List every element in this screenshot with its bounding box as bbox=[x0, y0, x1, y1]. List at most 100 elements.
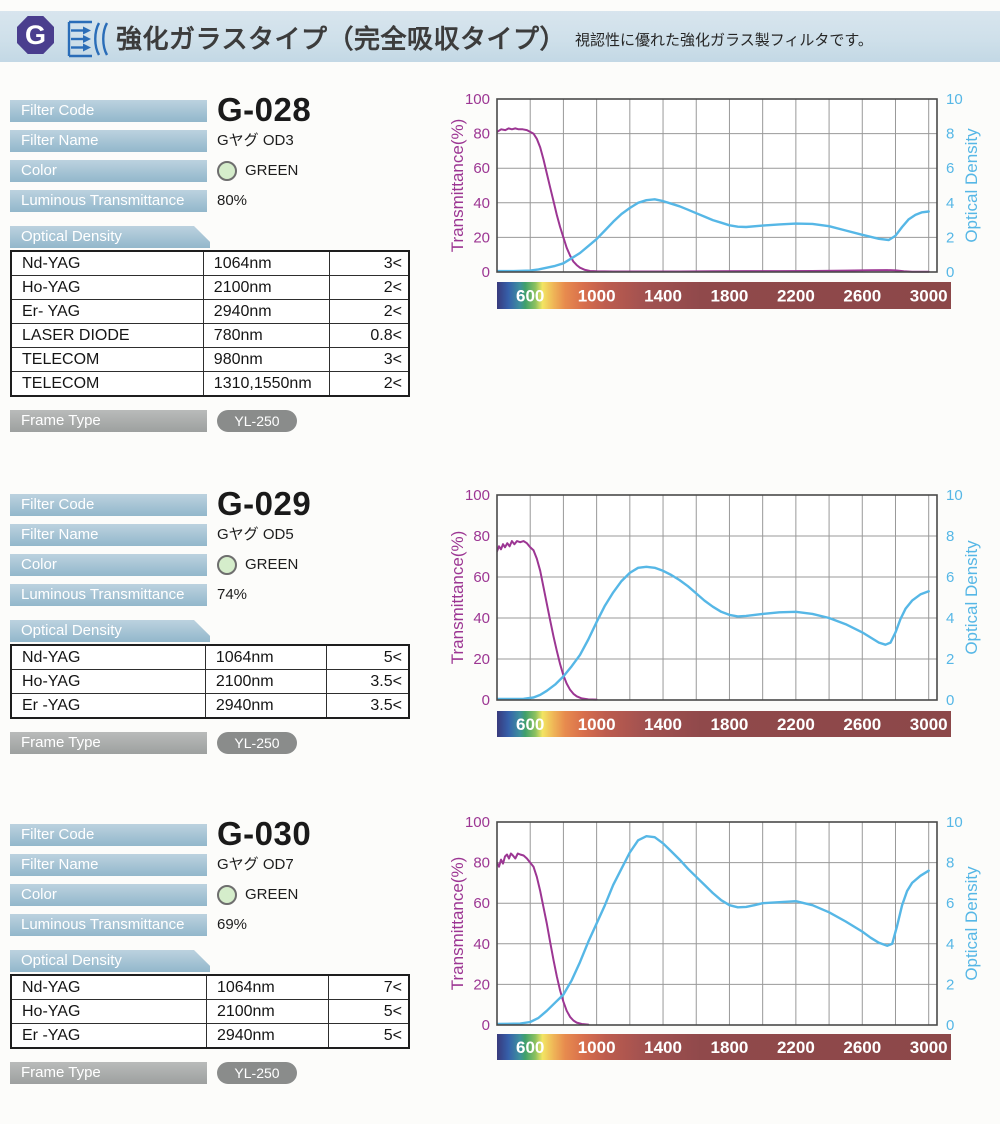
od-laser-cell: Er -YAG bbox=[10, 693, 206, 719]
filter-name-label: Filter Name bbox=[10, 524, 207, 546]
svg-text:2200: 2200 bbox=[777, 715, 815, 734]
svg-text:8: 8 bbox=[946, 126, 954, 143]
filter-code-value: G-028 bbox=[217, 91, 312, 128]
od-table-row: Er -YAG 2940nm 5< bbox=[10, 1023, 410, 1049]
svg-text:2: 2 bbox=[946, 976, 954, 993]
filter-code-label: Filter Code bbox=[10, 824, 207, 846]
od-wavelength-cell: 2100nm bbox=[202, 275, 330, 300]
od-table-row: Ho-YAG 2100nm 3.5< bbox=[10, 669, 410, 694]
optical-density-header: Optical Density bbox=[10, 226, 210, 248]
filter-code-value: G-029 bbox=[217, 485, 312, 522]
luminous-transmittance-label: Luminous Transmittance bbox=[10, 190, 207, 212]
od-wavelength-cell: 2100nm bbox=[204, 669, 328, 694]
svg-text:1400: 1400 bbox=[644, 715, 682, 734]
svg-text:20: 20 bbox=[473, 651, 490, 668]
od-wavelength-cell: 780nm bbox=[202, 323, 330, 348]
svg-text:1000: 1000 bbox=[578, 1038, 616, 1057]
svg-text:80: 80 bbox=[473, 126, 490, 143]
svg-text:Optical Density: Optical Density bbox=[962, 866, 981, 981]
svg-text:6: 6 bbox=[946, 160, 954, 177]
svg-text:1800: 1800 bbox=[711, 715, 749, 734]
svg-text:100: 100 bbox=[465, 814, 490, 831]
color-swatch bbox=[217, 161, 237, 181]
luminous-transmittance-label: Luminous Transmittance bbox=[10, 584, 207, 606]
page-title: 強化ガラスタイプ（完全吸収タイプ） bbox=[116, 24, 566, 54]
od-wavelength-cell: 2940nm bbox=[204, 693, 328, 719]
svg-text:1400: 1400 bbox=[644, 287, 682, 306]
svg-text:4: 4 bbox=[946, 195, 954, 212]
svg-text:100: 100 bbox=[465, 487, 490, 504]
frame-type-label: Frame Type bbox=[10, 410, 207, 432]
color-value: GREEN bbox=[245, 556, 299, 573]
svg-text:8: 8 bbox=[946, 855, 954, 872]
color-swatch bbox=[217, 555, 237, 575]
frame-type-pill: YL-250 bbox=[217, 410, 297, 432]
frame-type-pill: YL-250 bbox=[217, 1062, 297, 1084]
svg-text:2600: 2600 bbox=[843, 1038, 881, 1057]
svg-text:1800: 1800 bbox=[711, 287, 749, 306]
od-table-row: Nd-YAG 1064nm 3< bbox=[10, 250, 410, 276]
od-od-cell: 5< bbox=[326, 644, 410, 670]
od-od-cell: 2< bbox=[328, 299, 410, 324]
od-od-cell: 2< bbox=[328, 275, 410, 300]
svg-text:100: 100 bbox=[465, 91, 490, 108]
od-od-cell: 5< bbox=[327, 999, 410, 1024]
svg-text:3000: 3000 bbox=[910, 287, 948, 306]
svg-text:Optical Density: Optical Density bbox=[962, 128, 981, 243]
svg-text:20: 20 bbox=[473, 976, 490, 993]
svg-text:1000: 1000 bbox=[578, 715, 616, 734]
svg-text:0: 0 bbox=[482, 692, 490, 709]
filter-code-label: Filter Code bbox=[10, 494, 207, 516]
od-od-cell: 3.5< bbox=[326, 669, 410, 694]
header-band bbox=[0, 11, 1000, 62]
color-label: Color bbox=[10, 554, 207, 576]
filter-name-value: Gヤグ OD5 bbox=[217, 526, 294, 543]
od-table-row: TELECOM 980nm 3< bbox=[10, 347, 410, 372]
spectral-chart-g030: 600 1000 1400 1800 2200 2600 30000204060801000… bbox=[450, 814, 981, 1060]
luminous-transmittance-value: 69% bbox=[217, 916, 248, 933]
od-table: Nd-YAG 1064nm 7< Ho-YAG 2100nm 5< Er -YAG 2940n… bbox=[10, 974, 410, 1049]
od-od-cell: 7< bbox=[327, 974, 410, 1000]
svg-text:10: 10 bbox=[946, 487, 963, 504]
od-table-row: Nd-YAG 1064nm 5< bbox=[10, 644, 410, 670]
od-wavelength-cell: 1064nm bbox=[205, 974, 329, 1000]
frame-type-label: Frame Type bbox=[10, 732, 207, 754]
g-series-badge: G bbox=[17, 16, 54, 54]
svg-text:80: 80 bbox=[473, 528, 490, 545]
color-swatch bbox=[217, 885, 237, 905]
filter-code-value: G-030 bbox=[217, 815, 312, 852]
od-od-cell: 3.5< bbox=[326, 693, 410, 719]
svg-text:3000: 3000 bbox=[910, 1038, 948, 1057]
od-laser-cell: Nd-YAG bbox=[10, 250, 204, 276]
svg-text:2600: 2600 bbox=[843, 715, 881, 734]
od-wavelength-cell: 2100nm bbox=[205, 999, 329, 1024]
filter-section-g028: Filter Code G-028 Filter Name Gヤグ OD3 Co… bbox=[10, 93, 422, 432]
svg-text:3000: 3000 bbox=[910, 715, 948, 734]
svg-text:40: 40 bbox=[473, 195, 490, 212]
od-od-cell: 2< bbox=[328, 371, 410, 397]
svg-text:6: 6 bbox=[946, 895, 954, 912]
svg-text:2200: 2200 bbox=[777, 287, 815, 306]
filter-code-label: Filter Code bbox=[10, 100, 207, 122]
color-value: GREEN bbox=[245, 162, 299, 179]
svg-text:10: 10 bbox=[946, 814, 963, 831]
svg-text:Transmittance(%): Transmittance(%) bbox=[450, 119, 467, 253]
frame-type-pill: YL-250 bbox=[217, 732, 297, 754]
od-table-row: Er- YAG 2940nm 2< bbox=[10, 299, 410, 324]
svg-text:40: 40 bbox=[473, 936, 490, 953]
svg-text:4: 4 bbox=[946, 610, 954, 627]
od-od-cell: 0.8< bbox=[328, 323, 410, 348]
od-laser-cell: Er -YAG bbox=[10, 1023, 207, 1049]
svg-text:600: 600 bbox=[516, 1038, 544, 1057]
svg-text:4: 4 bbox=[946, 936, 954, 953]
od-od-cell: 3< bbox=[328, 347, 410, 372]
luminous-transmittance-value: 80% bbox=[217, 192, 248, 209]
svg-text:10: 10 bbox=[946, 91, 963, 108]
od-table-row: LASER DIODE 780nm 0.8< bbox=[10, 323, 410, 348]
svg-text:2: 2 bbox=[946, 651, 954, 668]
svg-text:Transmittance(%): Transmittance(%) bbox=[450, 531, 467, 665]
od-wavelength-cell: 2940nm bbox=[205, 1023, 329, 1049]
luminous-transmittance-label: Luminous Transmittance bbox=[10, 914, 207, 936]
svg-text:60: 60 bbox=[473, 160, 490, 177]
od-wavelength-cell: 1064nm bbox=[204, 644, 328, 670]
